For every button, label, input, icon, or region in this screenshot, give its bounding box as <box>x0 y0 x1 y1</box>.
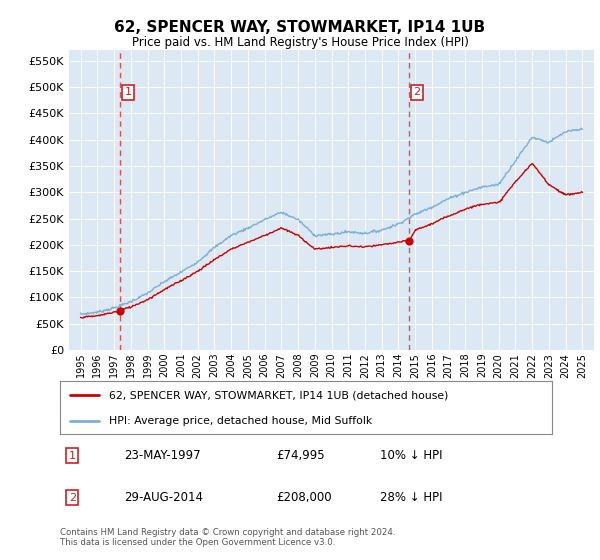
Text: 23-MAY-1997: 23-MAY-1997 <box>124 449 200 463</box>
Text: 62, SPENCER WAY, STOWMARKET, IP14 1UB (detached house): 62, SPENCER WAY, STOWMARKET, IP14 1UB (d… <box>109 390 449 400</box>
Text: 29-AUG-2014: 29-AUG-2014 <box>124 491 203 504</box>
Point <box>116 306 125 315</box>
Text: 28% ↓ HPI: 28% ↓ HPI <box>380 491 442 504</box>
Text: £208,000: £208,000 <box>277 491 332 504</box>
Text: 1: 1 <box>69 451 76 461</box>
Text: Contains HM Land Registry data © Crown copyright and database right 2024.
This d: Contains HM Land Registry data © Crown c… <box>60 528 395 547</box>
Text: HPI: Average price, detached house, Mid Suffolk: HPI: Average price, detached house, Mid … <box>109 416 373 426</box>
Text: 2: 2 <box>69 493 76 502</box>
Point <box>404 236 414 245</box>
Text: 2: 2 <box>413 87 421 97</box>
Text: 10% ↓ HPI: 10% ↓ HPI <box>380 449 442 463</box>
Text: 1: 1 <box>125 87 131 97</box>
Text: £74,995: £74,995 <box>277 449 325 463</box>
Text: Price paid vs. HM Land Registry's House Price Index (HPI): Price paid vs. HM Land Registry's House … <box>131 36 469 49</box>
Text: 62, SPENCER WAY, STOWMARKET, IP14 1UB: 62, SPENCER WAY, STOWMARKET, IP14 1UB <box>115 20 485 35</box>
